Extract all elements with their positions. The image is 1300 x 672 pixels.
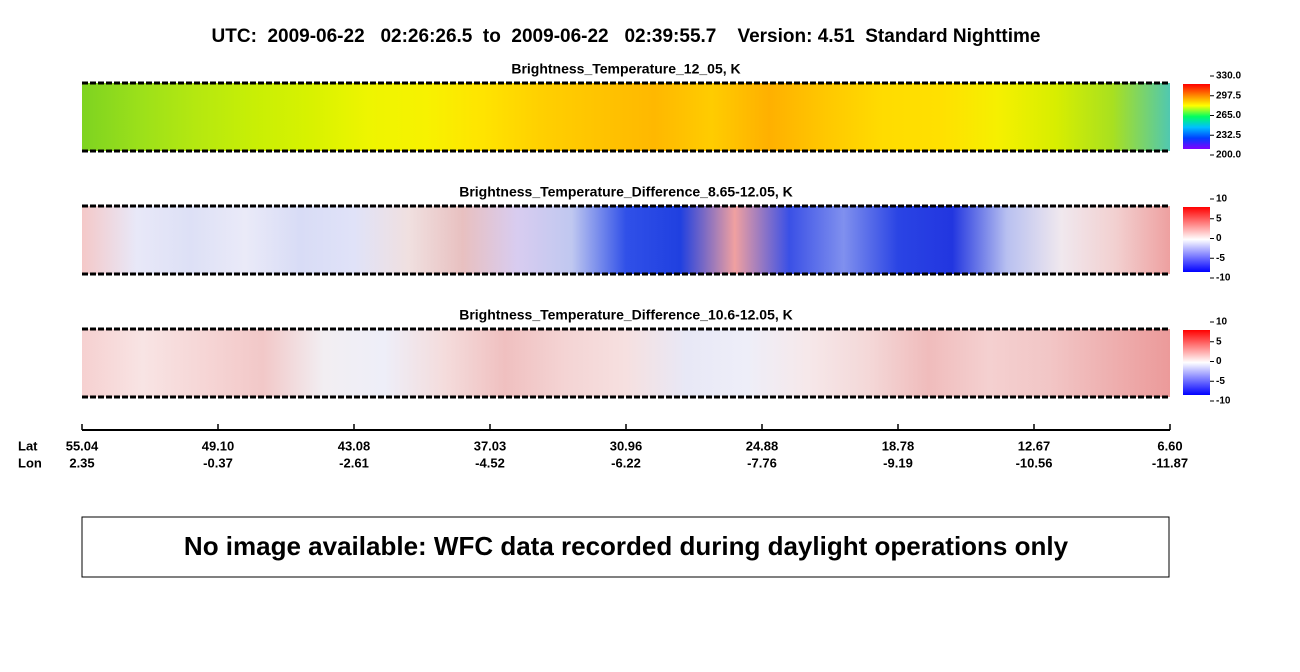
lon-tick-label: 2.35 bbox=[69, 455, 94, 470]
page-title: UTC: 2009-06-22 02:26:26.5 to 2009-06-22… bbox=[212, 26, 1041, 47]
data-strip bbox=[82, 83, 1170, 151]
colorbar-label: -5 bbox=[1216, 253, 1225, 264]
colorbar bbox=[1183, 84, 1210, 149]
colorbar-label: 5 bbox=[1216, 336, 1222, 347]
lat-tick-label: 12.67 bbox=[1018, 438, 1051, 453]
lon-tick-label: -6.22 bbox=[611, 455, 641, 470]
colorbar-label: 0 bbox=[1216, 233, 1222, 244]
lon-tick-label: -10.56 bbox=[1016, 455, 1053, 470]
colorbar-label: 297.5 bbox=[1216, 90, 1241, 101]
notice-text: No image available: WFC data recorded du… bbox=[184, 531, 1069, 561]
lat-tick-label: 6.60 bbox=[1157, 438, 1182, 453]
colorbar-label: 200.0 bbox=[1216, 150, 1241, 161]
lat-tick-label: 49.10 bbox=[202, 438, 235, 453]
colorbar-label: 330.0 bbox=[1216, 71, 1241, 82]
colorbar-label: 0 bbox=[1216, 356, 1222, 367]
lon-tick-label: -0.37 bbox=[203, 455, 233, 470]
colorbar-label: 10 bbox=[1216, 194, 1228, 205]
panel-title: Brightness_Temperature_Difference_8.65-1… bbox=[459, 184, 793, 200]
lat-tick-label: 30.96 bbox=[610, 438, 643, 453]
data-strip bbox=[82, 206, 1170, 274]
colorbar-label: -5 bbox=[1216, 376, 1225, 387]
lat-tick-label: 55.04 bbox=[66, 438, 99, 453]
lon-tick-label: -4.52 bbox=[475, 455, 505, 470]
lon-tick-label: -2.61 bbox=[339, 455, 369, 470]
colorbar-label: -10 bbox=[1216, 396, 1231, 407]
colorbar bbox=[1183, 330, 1210, 395]
lat-tick-label: 43.08 bbox=[338, 438, 371, 453]
colorbar-label: 5 bbox=[1216, 213, 1222, 224]
colorbar-label: -10 bbox=[1216, 273, 1231, 284]
colorbar bbox=[1183, 207, 1210, 272]
lon-label: Lon bbox=[18, 455, 42, 470]
lat-tick-label: 24.88 bbox=[746, 438, 779, 453]
lon-tick-label: -7.76 bbox=[747, 455, 777, 470]
notice-box bbox=[81, 516, 1170, 578]
lat-label: Lat bbox=[18, 438, 38, 453]
lon-tick-label: -11.87 bbox=[1152, 455, 1188, 470]
colorbar-label: 10 bbox=[1216, 317, 1228, 328]
colorbar-label: 232.5 bbox=[1216, 130, 1241, 141]
lon-tick-label: -9.19 bbox=[883, 455, 913, 470]
panel-title: Brightness_Temperature_Difference_10.6-1… bbox=[459, 307, 793, 323]
panel-title: Brightness_Temperature_12_05, K bbox=[511, 61, 740, 77]
lat-tick-label: 37.03 bbox=[474, 438, 507, 453]
lat-tick-label: 18.78 bbox=[882, 438, 915, 453]
data-strip bbox=[82, 329, 1170, 397]
colorbar-label: 265.0 bbox=[1216, 110, 1241, 121]
